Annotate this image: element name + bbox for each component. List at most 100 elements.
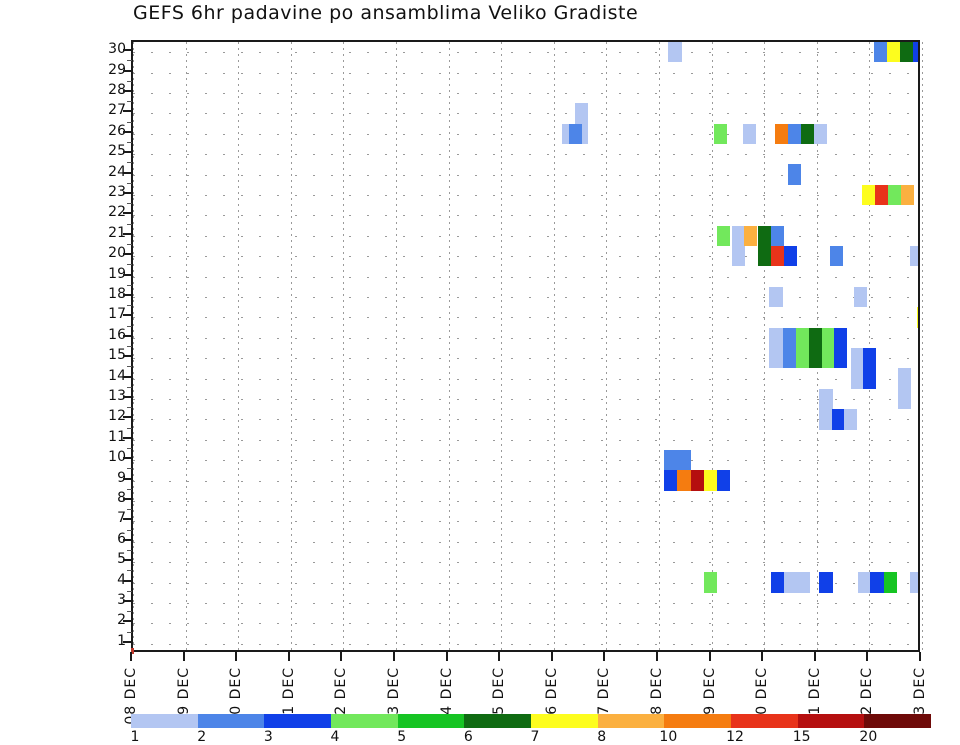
y-tick-minor <box>127 428 132 429</box>
precip-cell <box>769 327 783 348</box>
precip-cell <box>883 572 897 593</box>
precip-cell <box>731 246 745 267</box>
colorbar-segment <box>330 714 398 728</box>
y-tick-mark <box>123 130 132 133</box>
y-tick-mark <box>123 90 132 92</box>
colorbar-segment <box>597 714 665 728</box>
y-tick-label: 11 <box>108 428 126 445</box>
y-tick-minor <box>127 183 132 184</box>
colorbar-segment <box>197 714 265 728</box>
colorbar-tick-label: 5 <box>397 729 407 745</box>
y-tick-minor <box>127 387 132 388</box>
grid-line-horizontal <box>133 277 918 278</box>
precip-cell <box>857 572 871 593</box>
precip-cell <box>819 572 833 593</box>
colorbar-tick-label: 1 <box>130 729 140 745</box>
x-tick-mark <box>393 652 395 661</box>
y-tick-mark <box>123 518 132 521</box>
colorbar-legend <box>131 714 931 728</box>
colorbar-segment <box>397 714 465 728</box>
precip-cell <box>770 246 784 267</box>
precip-cell <box>831 409 845 430</box>
y-tick-minor <box>127 448 132 449</box>
precip-cell <box>850 368 865 389</box>
precip-cell <box>690 470 704 491</box>
x-tick-mark <box>235 652 238 661</box>
y-tick-label: 23 <box>108 184 126 200</box>
colorbar-tick-label: 6 <box>463 729 473 745</box>
precip-cell <box>568 123 582 144</box>
y-tick-minor <box>127 162 132 163</box>
y-tick-label: 4 <box>117 571 126 588</box>
y-tick-mark <box>123 375 132 378</box>
y-tick-mark <box>123 396 132 398</box>
precip-cell <box>910 246 918 267</box>
colorbar-tick-label: 15 <box>792 729 811 745</box>
grid-line-vertical <box>764 42 766 650</box>
grid-line-horizontal <box>133 175 918 176</box>
grid-line-horizontal <box>133 419 918 420</box>
y-tick-label: 16 <box>108 326 126 343</box>
y-tick-minor <box>127 346 132 347</box>
y-tick-mark <box>123 457 132 460</box>
precip-cell <box>668 42 682 63</box>
colorbar-segment <box>464 714 531 728</box>
precip-cell <box>814 123 828 144</box>
precip-cell <box>822 327 836 348</box>
y-tick-mark <box>123 579 132 582</box>
y-tick-minor <box>127 509 132 510</box>
y-tick-label: 6 <box>117 530 126 547</box>
y-tick-minor <box>127 489 132 490</box>
y-tick-minor <box>127 632 132 633</box>
precip-cell <box>870 572 884 593</box>
grid-line-horizontal <box>133 358 918 359</box>
precip-cell <box>822 348 836 369</box>
y-tick-minor <box>127 60 132 61</box>
precip-cell <box>782 327 796 348</box>
y-tick-minor <box>127 264 132 265</box>
plot-area <box>131 40 923 652</box>
precip-cell <box>913 42 918 63</box>
y-tick-mark <box>123 212 132 215</box>
grid-line-horizontal <box>133 338 918 339</box>
precip-cell <box>677 450 691 471</box>
colorbar-tick-label: 20 <box>859 729 878 745</box>
colorbar-segment <box>264 714 331 728</box>
grid-line-horizontal <box>133 256 918 257</box>
precip-cell <box>757 246 772 267</box>
precip-cell <box>770 225 784 246</box>
colorbar-tick-label: 7 <box>530 729 540 745</box>
grid-line-horizontal <box>133 52 918 53</box>
precip-cell <box>714 123 728 144</box>
y-tick-label: 26 <box>108 122 126 139</box>
precip-cell <box>795 348 809 369</box>
y-tick-minor <box>127 203 132 204</box>
y-tick-mark <box>123 436 132 439</box>
grid-line-horizontal <box>133 644 918 645</box>
precip-cell <box>787 164 801 185</box>
precip-cell <box>716 225 730 246</box>
y-tick-mark <box>123 192 132 194</box>
colorbar-segment <box>864 714 931 728</box>
y-tick-mark <box>123 232 132 235</box>
grid-line-horizontal <box>133 93 918 94</box>
y-tick-minor <box>127 468 132 469</box>
precip-cell <box>863 348 877 369</box>
y-tick-label: 5 <box>117 551 126 568</box>
y-tick-mark <box>123 273 132 276</box>
precip-cell <box>886 42 900 63</box>
x-tick-mark <box>708 652 711 661</box>
y-tick-mark <box>123 69 132 72</box>
colorbar-segment <box>131 714 198 728</box>
x-tick-mark <box>445 652 448 661</box>
precip-cell <box>782 348 796 369</box>
y-tick-label: 22 <box>108 204 126 221</box>
precip-cell <box>829 246 844 267</box>
y-tick-minor <box>127 142 132 143</box>
grid-line-vertical <box>343 42 345 650</box>
precip-cell <box>916 307 918 328</box>
x-tick-mark <box>550 652 553 661</box>
precip-cell <box>784 572 798 593</box>
precip-cell <box>784 246 798 267</box>
precip-cell <box>850 348 865 369</box>
